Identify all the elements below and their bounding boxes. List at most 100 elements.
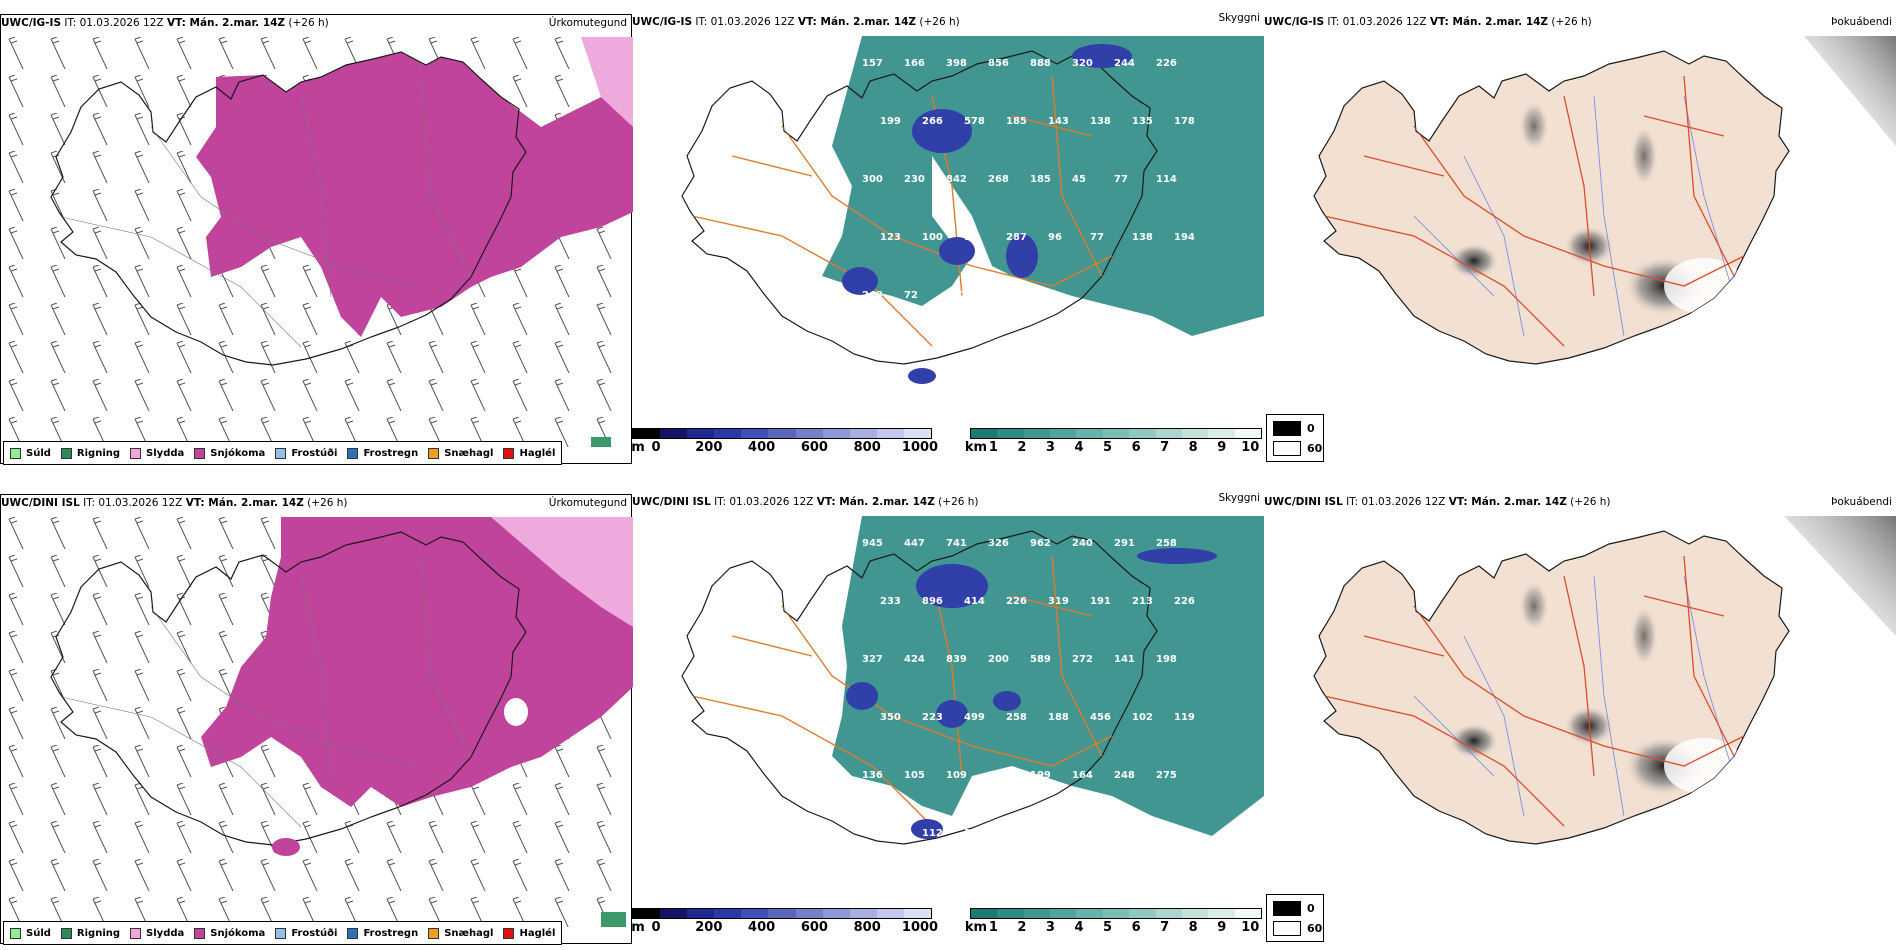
colorbar-tick-label: 9 <box>1217 440 1227 455</box>
legend-swatch-rain <box>60 447 72 459</box>
cloud-base-label: 77 <box>1114 174 1128 185</box>
fog-swatch-dark <box>1273 421 1301 436</box>
precip-type-panel-igis: UWC/IG-IS IT: 01.03.2026 12Z VT: Mán. 2.… <box>0 14 633 465</box>
colorbar-segment <box>1155 429 1182 438</box>
cloud-base-label: 320 <box>1072 58 1093 69</box>
fog-legend-label: 60 <box>1307 922 1323 935</box>
colorbar-tick-label: 600 <box>800 440 828 455</box>
cloud-base-label: 962 <box>1030 538 1051 549</box>
cloud-base-label: 123 <box>880 232 901 243</box>
colorbar-segment <box>1155 909 1182 918</box>
low-cloud-patches <box>842 44 1132 384</box>
cloud-base-label: 143 <box>1048 116 1069 127</box>
legend-item: Slydda <box>130 927 184 939</box>
colorbar-segment <box>795 429 823 438</box>
cloud-base-label: 223 <box>922 712 943 723</box>
cloud-base-label: 226 <box>1156 58 1177 69</box>
legend-swatch-sleet <box>130 927 142 939</box>
clear-gap <box>932 156 992 266</box>
cloud-base-label: 77 <box>1090 232 1104 243</box>
cloud-base-label: 226 <box>1174 596 1195 607</box>
roads <box>1323 555 1745 827</box>
snow-area <box>201 517 633 807</box>
lead-time: (+26 h) <box>938 496 979 508</box>
lead-time: (+26 h) <box>919 16 960 28</box>
legend-item: Snæhagl <box>428 447 493 459</box>
init-time: IT: 01.03.2026 12Z <box>695 16 795 28</box>
panel-title: Úrkomutegund <box>548 497 627 509</box>
colorbar-tick-label: 400 <box>748 920 776 935</box>
panel-title: Skyggni <box>1218 12 1261 24</box>
lead-time: (+26 h) <box>1551 16 1592 28</box>
legend-item: Snjókoma <box>194 447 266 459</box>
legend-swatch-hail <box>503 927 515 939</box>
colorbar-segment <box>1023 909 1051 918</box>
cloud-base-label: 268 <box>988 174 1009 185</box>
colorbar-segment <box>849 909 877 918</box>
cloud-base-label: 291 <box>1114 538 1135 549</box>
model-name: UWC/DINI ISL <box>1 497 80 509</box>
cloud-base-label: 127 <box>964 828 985 839</box>
colorbar-segment <box>768 909 796 918</box>
colorbar-tick-label: 2 <box>1017 440 1027 455</box>
valid-time: VT: Mán. 2.mar. 14Z <box>185 497 304 509</box>
colorbar-segment <box>1050 429 1077 438</box>
cloud-base-label: 327 <box>862 654 883 665</box>
colorbar-tick-label: 800 <box>853 920 881 935</box>
fog-blobs <box>1449 581 1744 796</box>
colorbar-segment <box>1208 429 1235 438</box>
legend-swatch-graupel <box>428 447 440 459</box>
cloud-base-colorbar: m 0 200 400 600 800 1000 <box>631 908 938 938</box>
valid-time: VT: Mán. 2.mar. 14Z <box>816 496 935 508</box>
legend-item: Rigning <box>60 927 121 939</box>
legend-swatch-drizzle <box>10 927 21 939</box>
colorbar-segment <box>849 429 877 438</box>
rivers <box>1413 95 1735 337</box>
panel-title: Úrkomutegund <box>548 17 627 29</box>
cloud-base-label: 109 <box>946 770 967 781</box>
fog-legend-item: 60 <box>1273 921 1322 936</box>
model-name: UWC/IG-IS <box>1 17 62 29</box>
init-time: IT: 01.03.2026 12Z <box>83 497 183 509</box>
legend-label: Frostregn <box>363 447 419 459</box>
legend-label: Snæhagl <box>444 927 494 939</box>
panel-header: UWC/IG-IS IT: 01.03.2026 12Z VT: Mán. 2.… <box>632 12 1264 32</box>
cloud-base-label: 287 <box>1006 232 1027 243</box>
cloud-base-label: 856 <box>988 58 1009 69</box>
legend-item: Frostúði <box>275 927 337 939</box>
colorbar-segment <box>1050 909 1077 918</box>
colorbar-segment <box>1076 429 1103 438</box>
legend-swatch-snow <box>194 927 206 939</box>
legend-item: Haglél <box>503 927 555 939</box>
cloud-base-colorbar: m 0 200 400 600 800 1000 <box>631 428 938 458</box>
cloud-base-label: 178 <box>1174 116 1195 127</box>
legend-label: Rigning <box>76 927 121 939</box>
colorbar-strip <box>970 908 1262 919</box>
colorbar-segment <box>1102 909 1130 918</box>
visibility-colorbar: km 1 2 3 4 5 6 7 8 9 10 <box>965 908 1262 938</box>
legend-swatch-rain <box>60 927 72 939</box>
panel-header: UWC/DINI ISL IT: 01.03.2026 12Z VT: Mán.… <box>632 492 1264 512</box>
colorbar-segment <box>741 909 769 918</box>
colorbar-tick-label: 4 <box>1074 920 1084 935</box>
cloud-base-label: 414 <box>964 596 985 607</box>
colorbar-segment <box>633 429 661 438</box>
colorbar-tick-label: 5 <box>1103 440 1113 455</box>
precip-type-legend: Súld Rigning Slydda Snjókoma Frostúði Fr… <box>3 921 563 945</box>
fog-legend: 0 60 <box>1266 894 1324 942</box>
colorbar-segment <box>997 909 1024 918</box>
panel-title: Þokuábendi <box>1831 16 1892 28</box>
snow-area <box>196 52 633 337</box>
sleet-area <box>491 517 633 627</box>
colorbar-segment <box>795 909 823 918</box>
colorbar-unit: m <box>631 920 645 935</box>
cloud-base-label: 741 <box>946 538 967 549</box>
colorbar-segment <box>1023 429 1051 438</box>
legend-label: Snjókoma <box>210 447 266 459</box>
fog-legend-label: 60 <box>1307 442 1323 455</box>
panel-header: UWC/IG-IS IT: 01.03.2026 12Z VT: Mán. 2.… <box>1264 16 1896 32</box>
legend-label: Súld <box>26 447 51 459</box>
cloud-base-label: 248 <box>1114 770 1135 781</box>
colorbar-tick-label: 3 <box>1045 440 1055 455</box>
lead-time: (+26 h) <box>1570 496 1611 508</box>
